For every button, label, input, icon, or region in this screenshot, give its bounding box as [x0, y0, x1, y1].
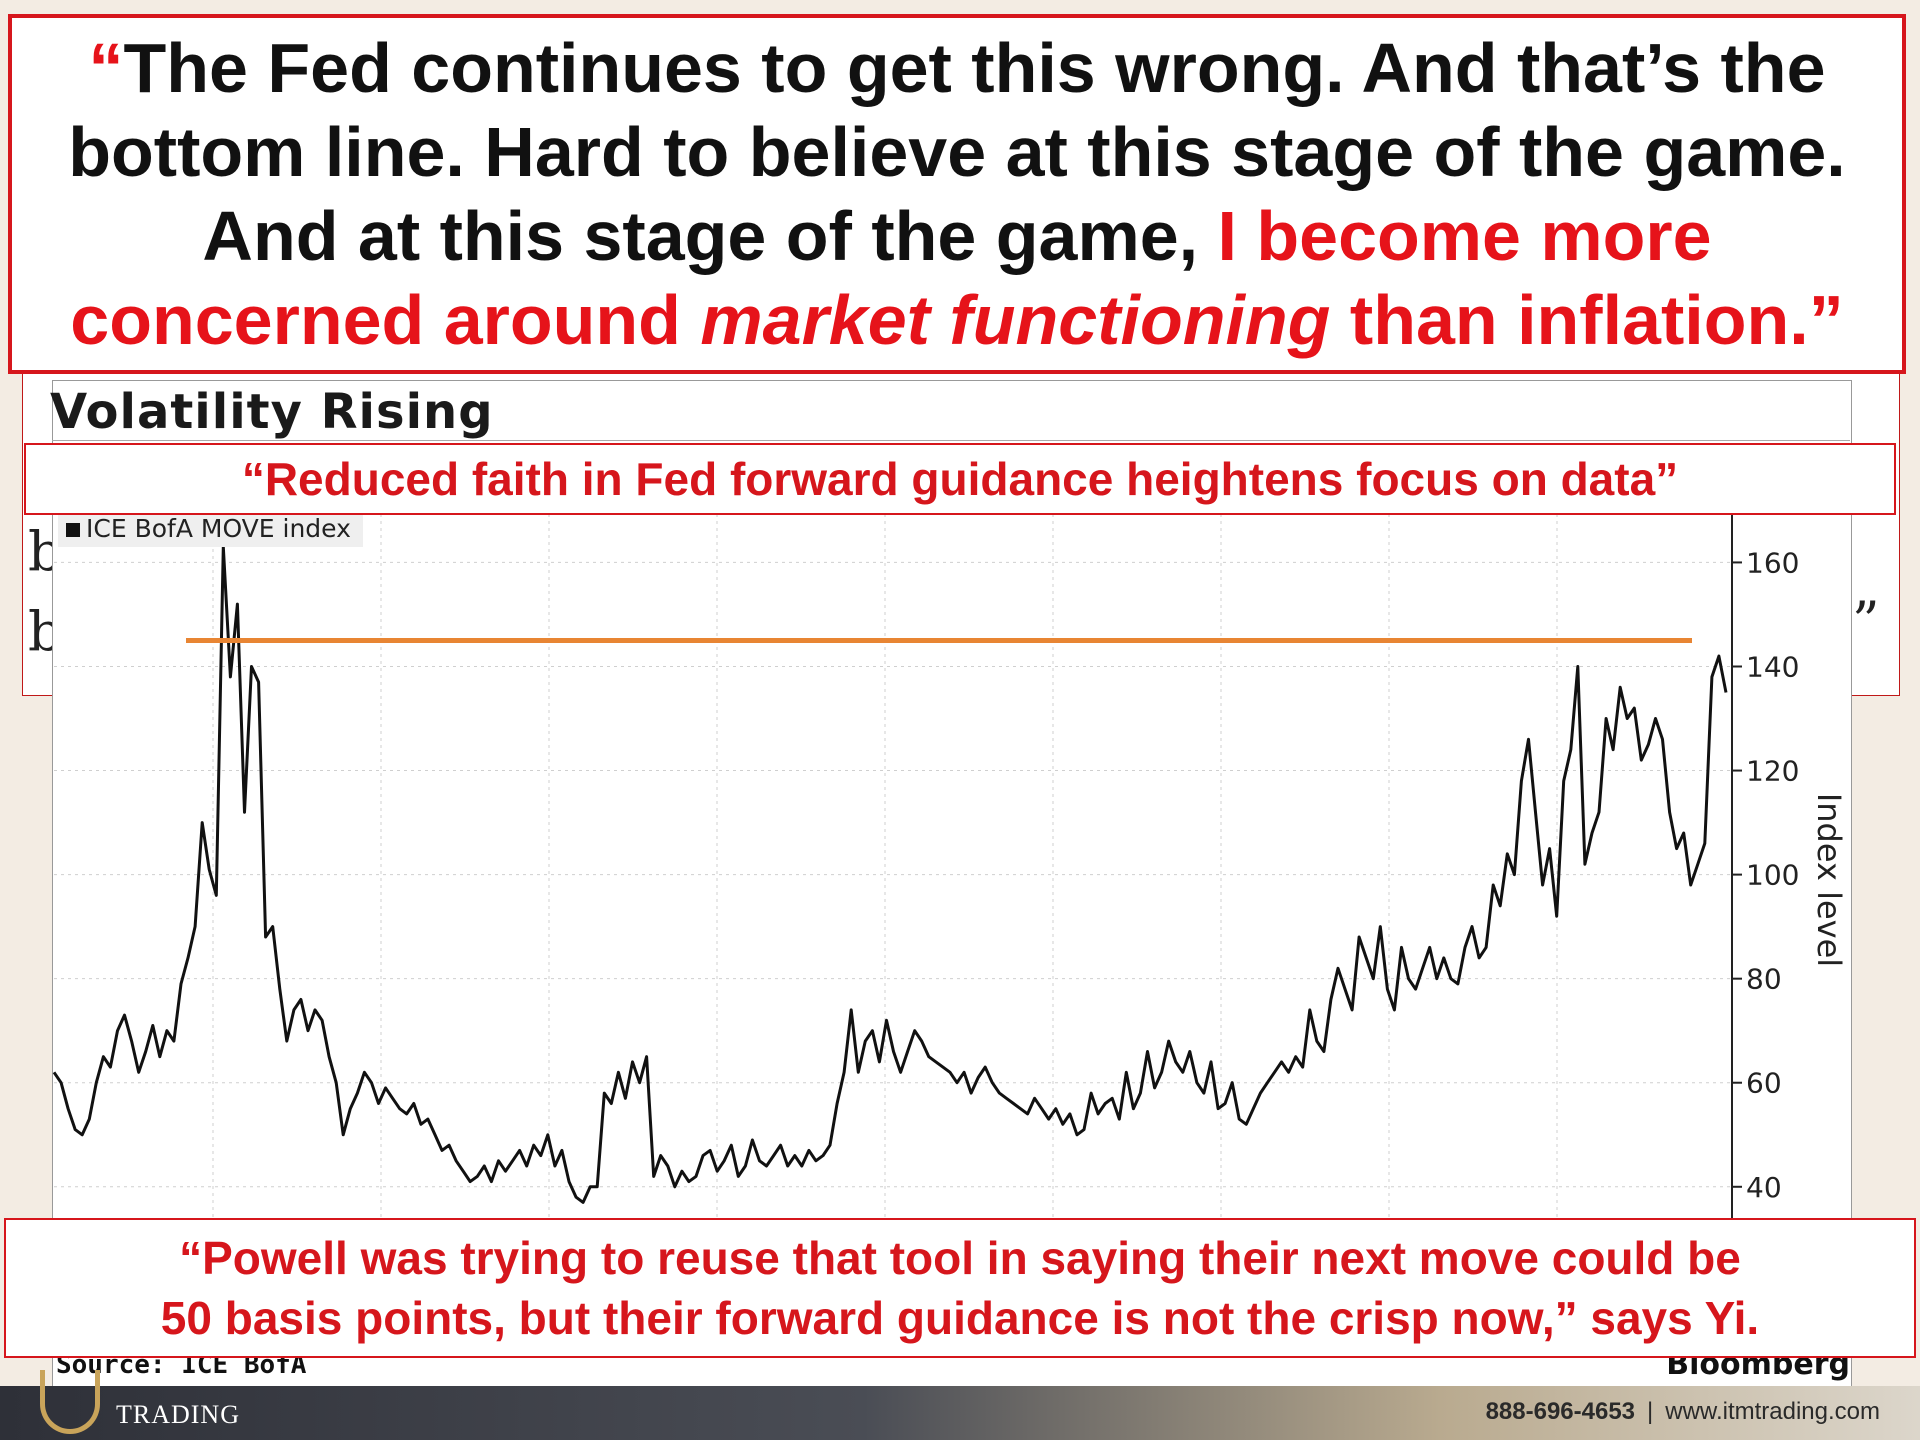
quote-line-2: bottom line. Hard to believe at this sta…: [68, 113, 1846, 191]
background-text-fragment: ”: [1852, 590, 1880, 653]
quote-line-3-black: And at this stage of the game,: [202, 197, 1218, 275]
quote-line-3: And at this stage of the game, I become …: [202, 194, 1711, 278]
quote-line-1: “The Fed continues to get this wrong. An…: [88, 29, 1826, 107]
itm-logo-icon: [40, 1370, 100, 1434]
move-index-line: [52, 545, 1728, 1204]
y-tick-label: 60: [1746, 1067, 1782, 1100]
quote-line-4: concerned around market functioning than…: [70, 278, 1843, 362]
footer-separator: |: [1647, 1398, 1654, 1425]
legend-label: ICE BofA MOVE index: [86, 514, 351, 543]
footer-logo-text: TRADING: [116, 1400, 240, 1429]
y-tick-label: 140: [1746, 650, 1799, 683]
title-divider: [52, 440, 1850, 441]
chart-title: Volatility Rising: [50, 384, 494, 440]
chart-legend: ICE BofA MOVE index: [58, 510, 363, 547]
footer-website[interactable]: www.itmtrading.com: [1665, 1398, 1880, 1425]
quote-line-4-italic: market functioning: [700, 281, 1331, 359]
y-tick-label: 80: [1746, 963, 1782, 996]
bottom-quote-box: “Powell was trying to reuse that tool in…: [4, 1218, 1916, 1358]
footer-contact: 888-696-4653 | www.itmtrading.com: [1486, 1398, 1880, 1426]
headline-quote-box: “The Fed continues to get this wrong. An…: [8, 14, 1906, 374]
bottom-quote-line-2: 50 basis points, but their forward guida…: [160, 1292, 1760, 1344]
y-tick-label: 160: [1746, 546, 1799, 579]
quote-line-4-red: concerned around: [70, 281, 701, 359]
footer-bar: [0, 1386, 1920, 1440]
quote-line-1-text: The Fed continues to get this wrong. And…: [123, 29, 1826, 107]
y-axis-label: Index level: [1810, 793, 1848, 967]
bottom-quote-line-1: “Powell was trying to reuse that tool in…: [179, 1232, 1741, 1284]
quote-line-3-red: I become more: [1217, 197, 1712, 275]
y-tick-label: 40: [1746, 1171, 1782, 1204]
y-tick-label: 100: [1746, 859, 1799, 892]
subtitle-quote-box: “Reduced faith in Fed forward guidance h…: [24, 443, 1896, 515]
legend-swatch: [66, 523, 80, 537]
footer-phone: 888-696-4653: [1485, 1398, 1636, 1425]
quote-line-4-end: than inflation.”: [1330, 281, 1844, 359]
y-tick-label: 120: [1746, 755, 1799, 788]
